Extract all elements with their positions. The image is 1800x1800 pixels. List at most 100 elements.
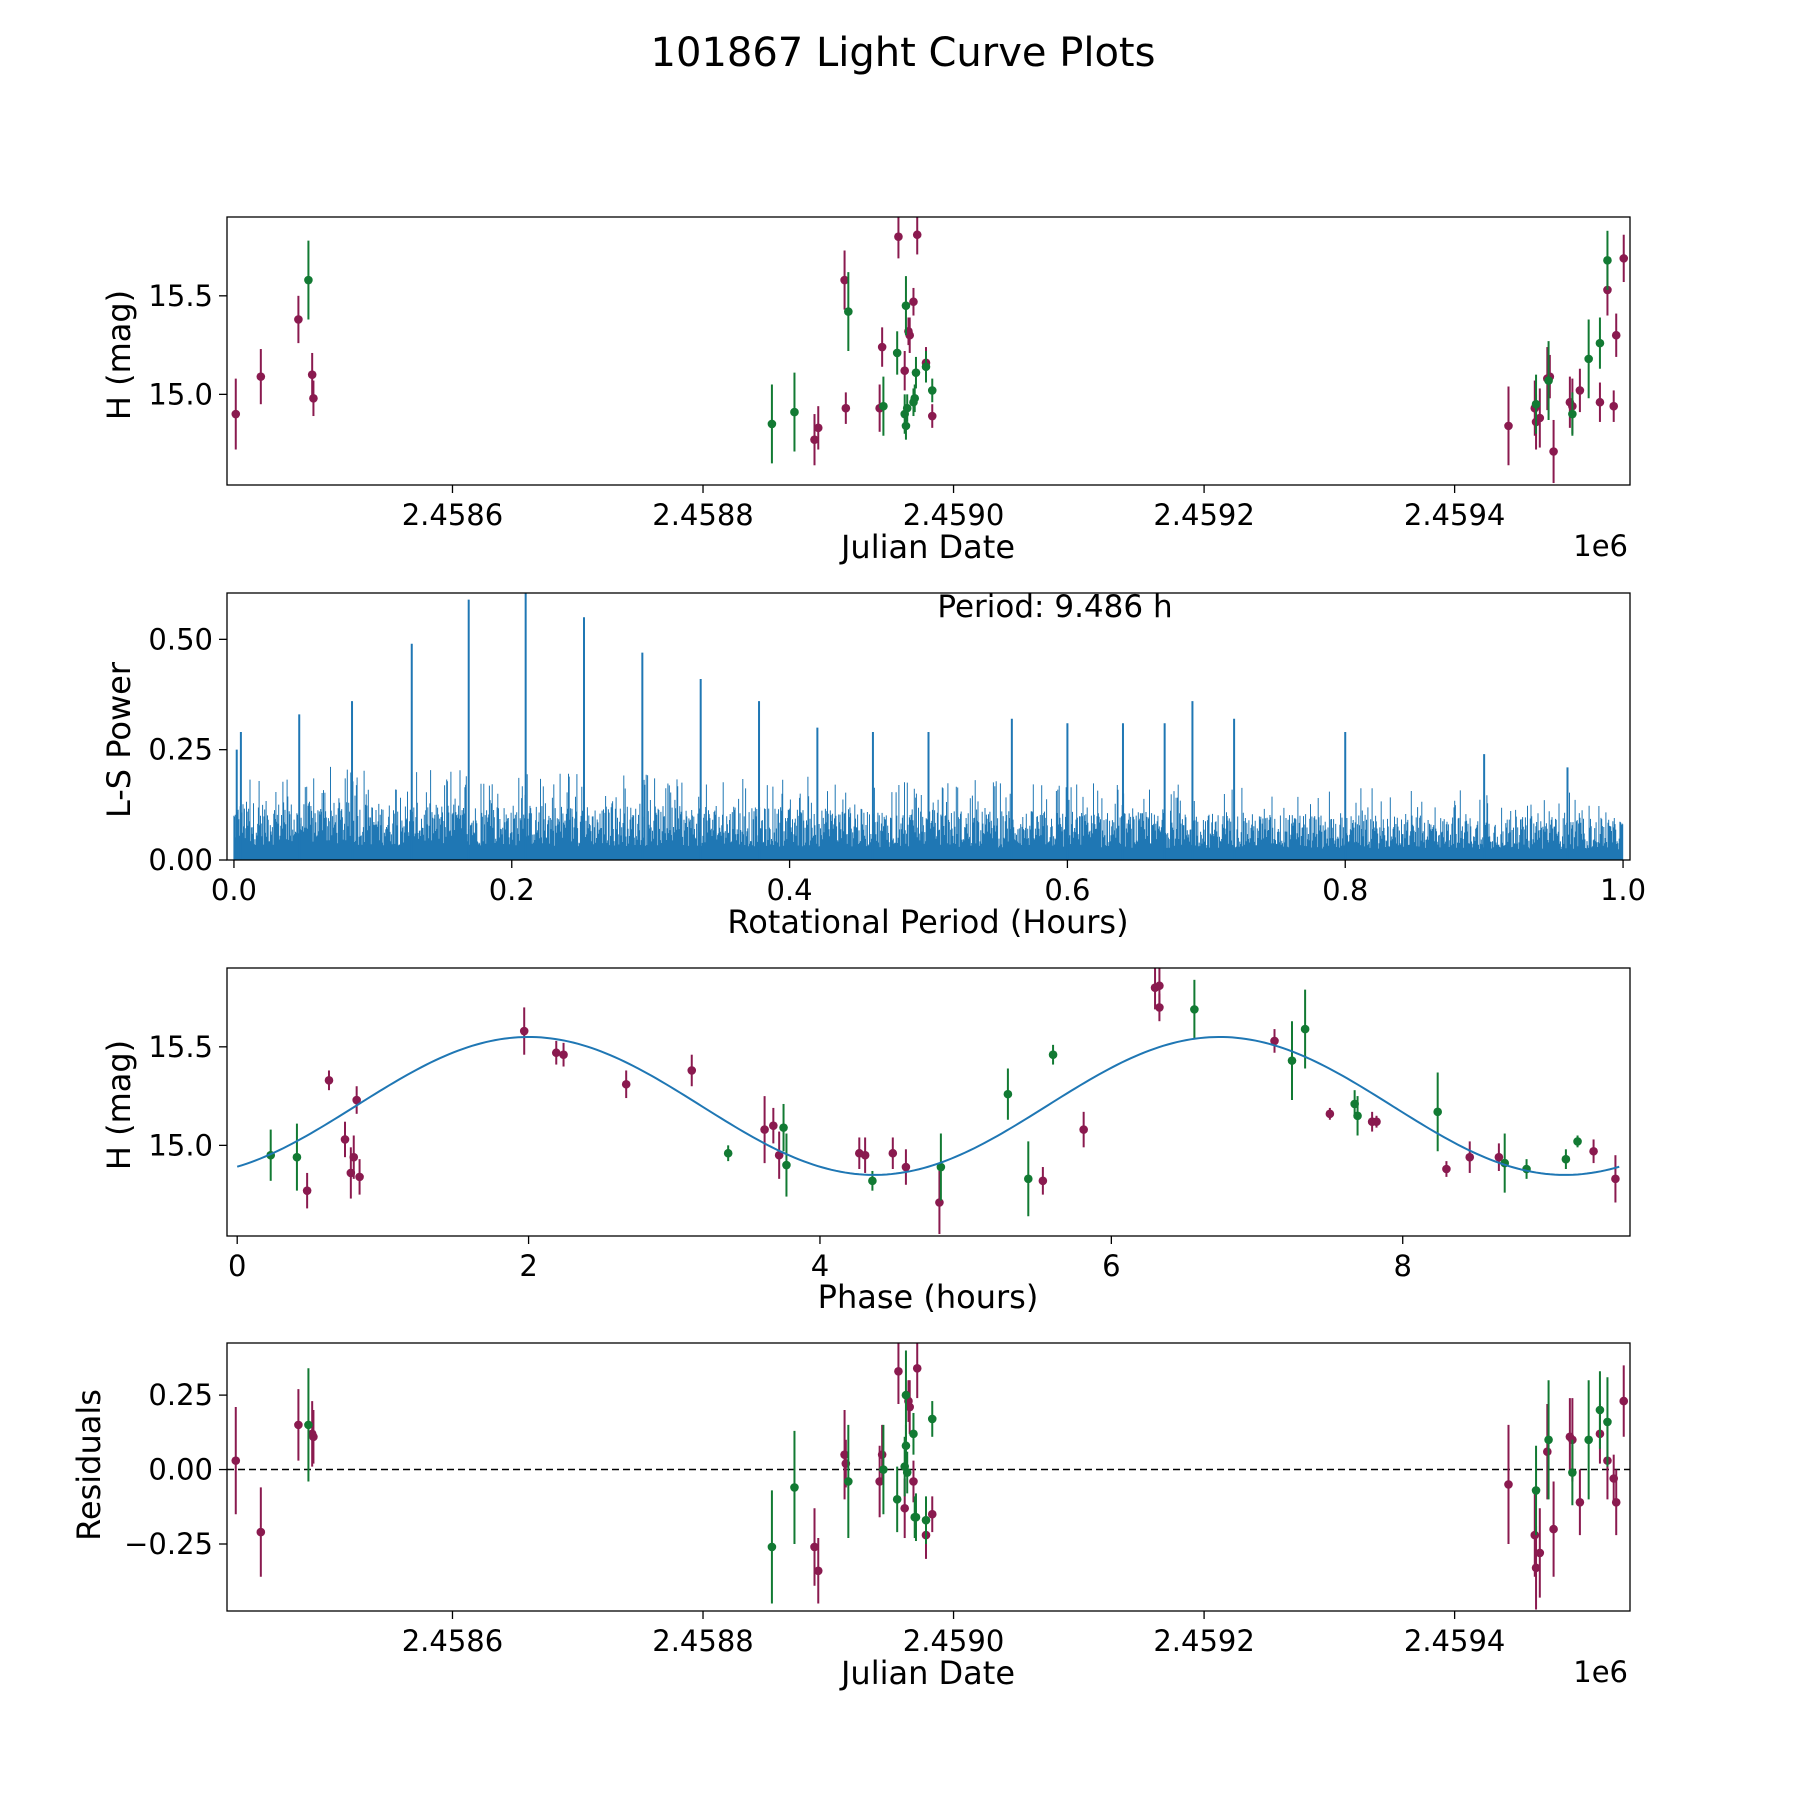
data-point — [790, 407, 799, 417]
panel-lightcurve: 2.4586 2.4588 2.4590 2.4592 2.4594 15.0 15.5 J… — [100, 216, 1631, 566]
data-point — [1595, 397, 1605, 407]
lightcurve-xlabel: Julian Date — [839, 528, 1015, 566]
panel-periodogram: 0.0 0.2 0.4 0.6 0.8 1.0 0.00 0.25 0.50 Period: 9… — [100, 589, 1646, 941]
data-point — [231, 409, 241, 419]
periodogram-axes: 0.0 0.2 0.4 0.6 0.8 1.0 0.00 0.25 0.50 — [148, 592, 1646, 907]
lightcurve-x-offset: 1e6 — [1573, 529, 1628, 563]
data-point — [1504, 421, 1513, 431]
x-tick-label: 2.4594 — [1404, 498, 1505, 532]
data-point — [901, 421, 911, 431]
data-point — [1535, 413, 1545, 423]
data-point — [1603, 285, 1612, 295]
data-point — [911, 368, 921, 377]
y-tick-label: 0.00 — [148, 843, 213, 877]
x-tick-label: 0.8 — [1322, 873, 1368, 907]
data-point — [1287, 1056, 1297, 1065]
x-tick-label: 2 — [519, 1249, 537, 1283]
data-point — [900, 1503, 909, 1513]
data-point — [1190, 1005, 1199, 1014]
data-point — [559, 1050, 568, 1060]
data-point — [860, 1150, 870, 1160]
x-tick-label: 0.4 — [767, 873, 813, 907]
data-point — [292, 1152, 302, 1162]
data-point — [877, 342, 887, 352]
data-point — [1575, 386, 1585, 395]
y-tick-label: 0.25 — [148, 1378, 213, 1412]
data-point — [782, 1160, 791, 1170]
panel-residuals: 2.4586 2.4588 2.4590 2.4592 2.4594 −0.25 0.00 0… — [70, 1342, 1631, 1692]
data-point — [621, 1079, 631, 1089]
residuals-axes: 2.4586 2.4588 2.4590 2.4592 2.4594 −0.25 0.00 0… — [124, 1342, 1631, 1658]
data-point — [1038, 1176, 1048, 1186]
data-point — [910, 393, 920, 403]
data-point — [1325, 1109, 1335, 1119]
period-annotation: Period: 9.486 h — [937, 589, 1172, 625]
data-point — [340, 1135, 350, 1144]
data-point — [901, 1441, 911, 1451]
data-point — [1155, 981, 1164, 991]
x-tick-label: 2.4592 — [1153, 498, 1254, 532]
data-point — [901, 301, 911, 310]
fit-curve — [236, 1035, 1620, 1176]
x-tick-label: 2.4594 — [1404, 1624, 1505, 1658]
data-point — [1611, 1174, 1620, 1184]
power-spectrum — [233, 766, 1624, 860]
data-point — [1531, 1563, 1541, 1573]
residuals-ylabel: Residuals — [70, 1389, 108, 1541]
data-point — [1023, 1174, 1033, 1184]
axes-frame — [226, 1342, 1631, 1612]
data-point — [1504, 1480, 1513, 1489]
data-point — [779, 1123, 788, 1132]
data-point — [888, 1148, 898, 1158]
periodogram-plot-area — [233, 593, 1624, 860]
data-point — [256, 372, 266, 381]
x-tick-label: 2.4590 — [903, 498, 1004, 532]
data-point — [1619, 254, 1629, 263]
lightcurve-ylabel: H (mag) — [100, 290, 138, 420]
x-tick-label: 0.6 — [1044, 873, 1090, 907]
data-point — [936, 1162, 946, 1172]
data-point — [1549, 1524, 1558, 1534]
data-point — [1300, 1024, 1310, 1034]
x-tick-label: 0 — [228, 1249, 246, 1283]
data-point — [551, 1048, 561, 1058]
x-tick-label: 0.0 — [211, 873, 257, 907]
data-point — [1155, 1003, 1164, 1012]
y-tick-label: 15.0 — [148, 1128, 213, 1162]
data-point — [911, 1512, 921, 1522]
residuals-plot-area — [227, 1343, 1630, 1610]
data-point — [900, 366, 909, 376]
data-point — [231, 1456, 241, 1465]
data-point — [256, 1527, 266, 1537]
data-point — [810, 435, 819, 444]
data-point — [1611, 1498, 1621, 1507]
data-point — [790, 1483, 799, 1492]
data-point — [879, 401, 888, 411]
data-point — [1079, 1125, 1088, 1134]
data-point — [927, 1509, 937, 1519]
data-point — [294, 315, 303, 324]
data-point — [892, 348, 902, 358]
data-point — [1595, 1405, 1605, 1415]
data-point — [355, 1172, 364, 1182]
axes-frame — [226, 216, 1631, 486]
panel-phased: 0 2 4 6 8 15.0 15.5 Phase (hours) H (mag) — [100, 967, 1631, 1316]
data-point — [324, 1076, 334, 1085]
y-tick-label: 0.50 — [148, 622, 213, 656]
data-point — [1603, 256, 1612, 265]
data-point — [1619, 1396, 1629, 1406]
residuals-xlabel: Julian Date — [839, 1654, 1015, 1692]
data-point — [927, 411, 937, 421]
data-point — [813, 1566, 823, 1576]
data-point — [927, 1414, 937, 1424]
data-point — [877, 1450, 887, 1459]
data-point — [774, 1150, 784, 1160]
data-point — [1573, 1137, 1582, 1146]
axes-frame — [226, 967, 1631, 1237]
data-point — [1584, 1435, 1593, 1445]
y-tick-label: 0.00 — [148, 1453, 213, 1487]
data-point — [1544, 376, 1553, 385]
data-point — [927, 386, 937, 395]
data-point — [307, 370, 317, 379]
y-tick-label: 15.0 — [148, 377, 213, 411]
